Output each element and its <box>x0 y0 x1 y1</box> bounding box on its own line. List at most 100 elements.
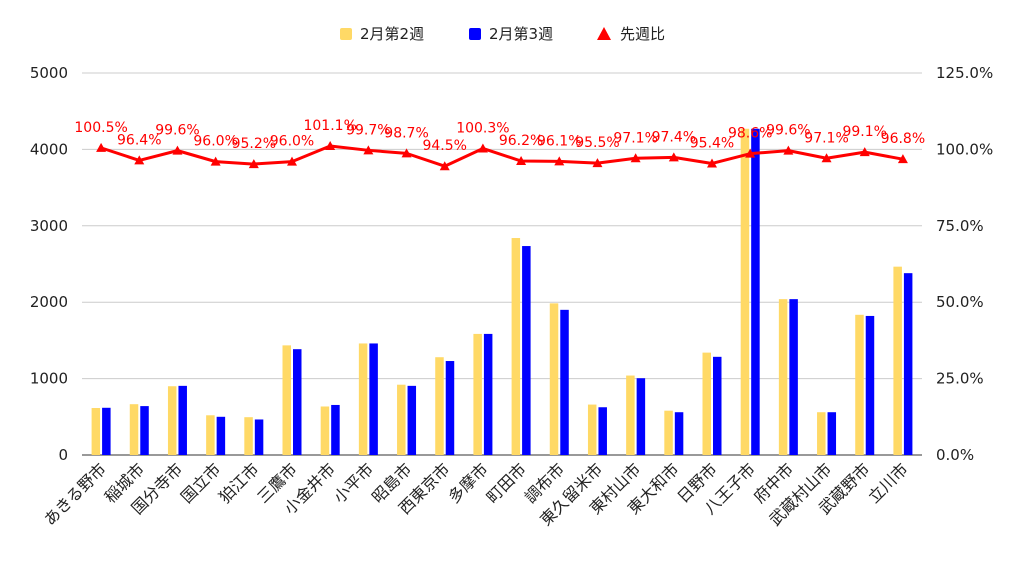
y-right-tick-label: 0.0% <box>936 446 974 464</box>
bar-series-2 <box>713 356 722 455</box>
bar-series-1 <box>435 357 444 455</box>
y-left-tick-label: 4000 <box>30 140 68 158</box>
bar-series-1 <box>893 266 902 455</box>
ratio-point <box>325 141 336 151</box>
ratio-point <box>287 156 297 166</box>
ratio-data-label: 99.7% <box>346 122 390 138</box>
ratio-point <box>554 156 565 166</box>
x-tick-label: 狛江市 <box>215 459 262 506</box>
y-left-tick-label: 0 <box>58 446 68 464</box>
y-left-tick-label: 3000 <box>30 217 68 235</box>
bar-series-2 <box>598 407 607 455</box>
y-right-tick-label: 25.0% <box>936 370 984 388</box>
legend-swatch-series-1[interactable] <box>340 28 352 40</box>
bar-series-2 <box>407 385 417 455</box>
bar-series-1 <box>740 128 750 455</box>
ratio-point <box>477 143 488 153</box>
bar-series-1 <box>778 299 788 455</box>
bar-series-2 <box>522 246 531 455</box>
ratio-data-label: 99.6% <box>155 123 199 139</box>
bar-series-2 <box>827 412 837 455</box>
bar-series-2 <box>445 361 455 455</box>
bar-series-1 <box>855 314 864 455</box>
y-left-tick-label: 5000 <box>30 64 68 82</box>
bar-series-1 <box>664 410 673 455</box>
ratio-point <box>630 153 641 163</box>
bar-series-2 <box>369 343 378 455</box>
ratio-data-label: 97.1% <box>613 130 657 146</box>
ratio-data-label: 98.7% <box>384 125 428 141</box>
y-right-tick-label: 125.0% <box>936 64 993 82</box>
bar-series-1 <box>244 417 253 455</box>
y-left-tick-label: 2000 <box>30 293 68 311</box>
ratio-data-label: 98.6% <box>728 126 772 142</box>
bar-series-2 <box>560 309 569 455</box>
bar-series-1 <box>358 343 368 455</box>
ratio-line <box>100 144 904 168</box>
ratio-point <box>745 148 756 158</box>
bar-series-1 <box>206 415 215 455</box>
ratio-point <box>516 156 527 166</box>
ratio-data-label: 94.5% <box>422 138 466 154</box>
bar-series-1 <box>282 345 291 455</box>
ratio-data-label: 96.0% <box>193 134 237 150</box>
bar-series-2 <box>102 407 111 455</box>
bar-series-1 <box>626 375 635 455</box>
legend-label-series-2[interactable]: 2月第3週 <box>489 25 553 43</box>
bar-series-1 <box>473 333 482 455</box>
bar-series-2 <box>254 419 264 455</box>
bar-series-2 <box>178 385 187 455</box>
ratio-data-label: 99.1% <box>842 124 886 140</box>
x-tick-label: あきる野市 <box>40 459 110 529</box>
ratio-point <box>821 153 832 163</box>
bar-series-1 <box>320 406 330 455</box>
ratio-data-label: 100.3% <box>456 120 509 136</box>
ratio-data-label: 95.4% <box>690 135 734 151</box>
ratio-data-label: 96.8% <box>881 131 925 147</box>
bar-series-2 <box>483 333 493 455</box>
ratio-data-label: 101.1% <box>303 118 356 134</box>
legend-label-series-1[interactable]: 2月第2週 <box>360 25 424 43</box>
ratio-data-label: 96.4% <box>117 132 161 148</box>
ratio-point <box>707 158 717 168</box>
legend-label-ratio[interactable]: 先週比 <box>620 25 665 43</box>
x-tick-label: 町田市 <box>483 459 530 506</box>
x-tick-label: 多摩市 <box>444 459 491 506</box>
ratio-point <box>134 155 145 165</box>
bar-series-1 <box>129 404 139 455</box>
ratio-point <box>210 156 221 166</box>
bar-series-2 <box>903 273 913 455</box>
bar-series-2 <box>216 416 226 455</box>
bar-series-2 <box>674 412 684 455</box>
bar-series-1 <box>817 412 826 455</box>
ratio-data-label: 96.0% <box>270 134 314 150</box>
x-tick-label: 国立市 <box>177 459 224 506</box>
bar-series-2 <box>751 128 760 455</box>
ratio-point <box>172 145 183 155</box>
ratio-data-label: 95.2% <box>232 136 276 152</box>
y-right-tick-label: 100.0% <box>936 140 993 158</box>
ratio-data-label: 95.5% <box>575 135 619 151</box>
ratio-point <box>783 145 794 155</box>
ratio-point <box>859 147 870 157</box>
ratio-point <box>363 145 374 155</box>
ratio-point <box>592 158 603 168</box>
y-right-tick-label: 75.0% <box>936 217 984 235</box>
bar-series-2 <box>865 315 875 455</box>
bar-series-1 <box>587 404 597 455</box>
ratio-data-label: 97.4% <box>652 129 696 145</box>
ratio-point <box>248 159 259 169</box>
legend-triangle-icon[interactable] <box>597 27 611 40</box>
y-right-tick-label: 50.0% <box>936 293 984 311</box>
bar-series-2 <box>636 378 646 455</box>
ratio-data-label: 96.1% <box>537 133 581 149</box>
x-tick-label: 小平市 <box>330 459 377 506</box>
ratio-point <box>668 152 679 162</box>
ratio-point <box>96 142 107 152</box>
ratio-point <box>439 161 450 171</box>
x-tick-label: 立川市 <box>864 459 911 506</box>
y-left-tick-label: 1000 <box>30 370 68 388</box>
legend-swatch-series-2[interactable] <box>469 28 481 40</box>
